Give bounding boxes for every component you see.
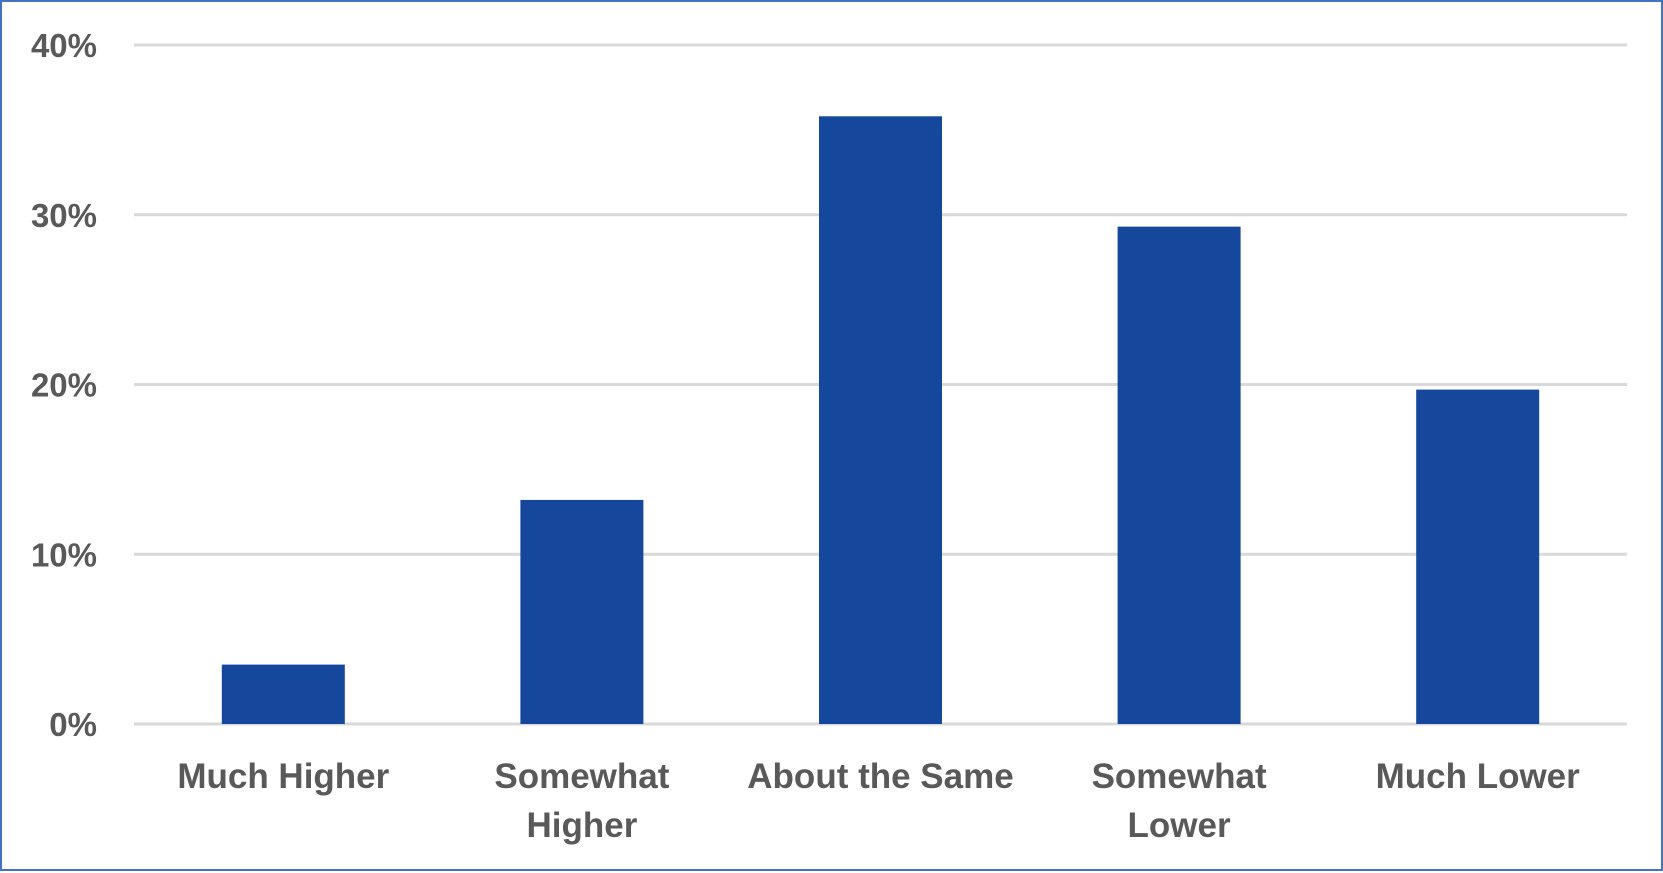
bar — [221, 664, 345, 724]
x-category-label: Somewhat Lower — [1092, 757, 1267, 845]
x-axis-category-labels: Much Higher Somewhat Higher About the Same S… — [177, 757, 1580, 845]
x-category-label: Somewhat Higher — [494, 757, 669, 845]
bar — [520, 499, 644, 724]
y-tick-label: 30% — [31, 197, 97, 234]
x-category-label: About the Same — [747, 757, 1013, 796]
x-category-label: Much Higher — [177, 757, 389, 796]
y-tick-label: 0% — [49, 706, 97, 743]
x-category-label: Much Lower — [1376, 757, 1581, 796]
y-tick-label: 20% — [31, 367, 97, 404]
bar — [1117, 226, 1241, 724]
bars — [221, 116, 1540, 725]
y-axis-tick-labels: 0% 10% 20% 30% 40% — [31, 27, 97, 743]
bar — [1416, 389, 1540, 724]
y-tick-label: 40% — [31, 27, 97, 64]
bar — [819, 116, 942, 725]
y-tick-label: 10% — [31, 536, 97, 573]
